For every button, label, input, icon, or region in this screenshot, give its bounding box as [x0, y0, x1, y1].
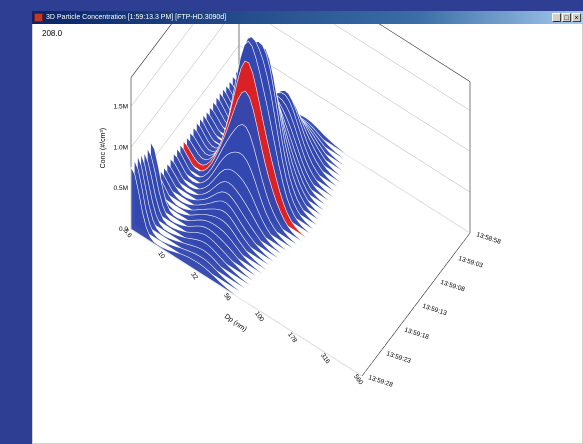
frame-line [378, 24, 471, 82]
y-tick-label: 13:59:03 [457, 255, 484, 270]
gridline [130, 24, 471, 152]
x-tick-label: 32 [189, 271, 199, 281]
y-tick-label: 13:58:58 [475, 231, 502, 246]
window-controls: _ □ × [552, 13, 581, 22]
maximize-button[interactable]: □ [562, 13, 571, 22]
frame-line [361, 232, 471, 377]
spectrum-trace [143, 152, 376, 359]
app-icon [34, 13, 43, 22]
frame-line [130, 24, 172, 78]
window-title: 3D Particle Concentration [1:59:13.3 PM]… [46, 14, 227, 21]
x-tick-label: 316 [319, 352, 331, 365]
y-tick-label: 13:59:08 [439, 279, 466, 294]
waterfall-traces [130, 36, 471, 377]
gridline [130, 24, 471, 111]
z-tick-label: 1.0M [114, 144, 128, 151]
title-bar[interactable]: 3D Particle Concentration [1:59:13.3 PM]… [32, 11, 583, 24]
spectrum-trace [147, 148, 379, 355]
waterfall-chart[interactable]: 0.0 0.5M 1.0M 1.5M Conc (#/cm³) 5.6 10 32 56 100 1… [33, 24, 582, 443]
y-tick-label: 13:59:18 [403, 327, 430, 342]
z-tick-label: 1.5M [114, 104, 128, 111]
close-button[interactable]: × [572, 13, 581, 22]
minimize-button[interactable]: _ [552, 13, 561, 22]
x-tick-label: 5.6 [122, 228, 133, 240]
plot-area: 208.0 0.0 0.5M 1.0M 1.5M Conc (#/cm³) 5.6 10 32… [33, 24, 582, 443]
x-tick-label: 56 [222, 292, 232, 302]
x-tick-label: 178 [286, 331, 298, 344]
gridline [130, 44, 471, 193]
app-window: 3D Particle Concentration [1:59:13.3 PM]… [32, 11, 583, 444]
y-tick-label: 13:59:13 [421, 303, 448, 318]
z-tick-label: 0.0 [119, 226, 128, 233]
y-tick-label: 13:59:28 [367, 374, 394, 389]
y-tick-label: 13:59:23 [385, 350, 412, 365]
z-axis-title: Conc (#/cm³) [100, 128, 107, 168]
spectrum-trace [130, 167, 363, 377]
spectrum-trace [134, 160, 366, 372]
spectrum-trace [150, 140, 382, 351]
x-tick-label: 100 [253, 310, 265, 323]
spectrum-trace [140, 153, 372, 364]
spectrum-trace [137, 155, 369, 368]
x-axis-title: Dp (nm) [223, 313, 248, 333]
x-tick-label: 10 [156, 250, 166, 260]
value-readout: 208.0 [42, 29, 63, 38]
z-tick-label: 0.5M [114, 185, 128, 192]
spectrum-trace [153, 178, 386, 346]
